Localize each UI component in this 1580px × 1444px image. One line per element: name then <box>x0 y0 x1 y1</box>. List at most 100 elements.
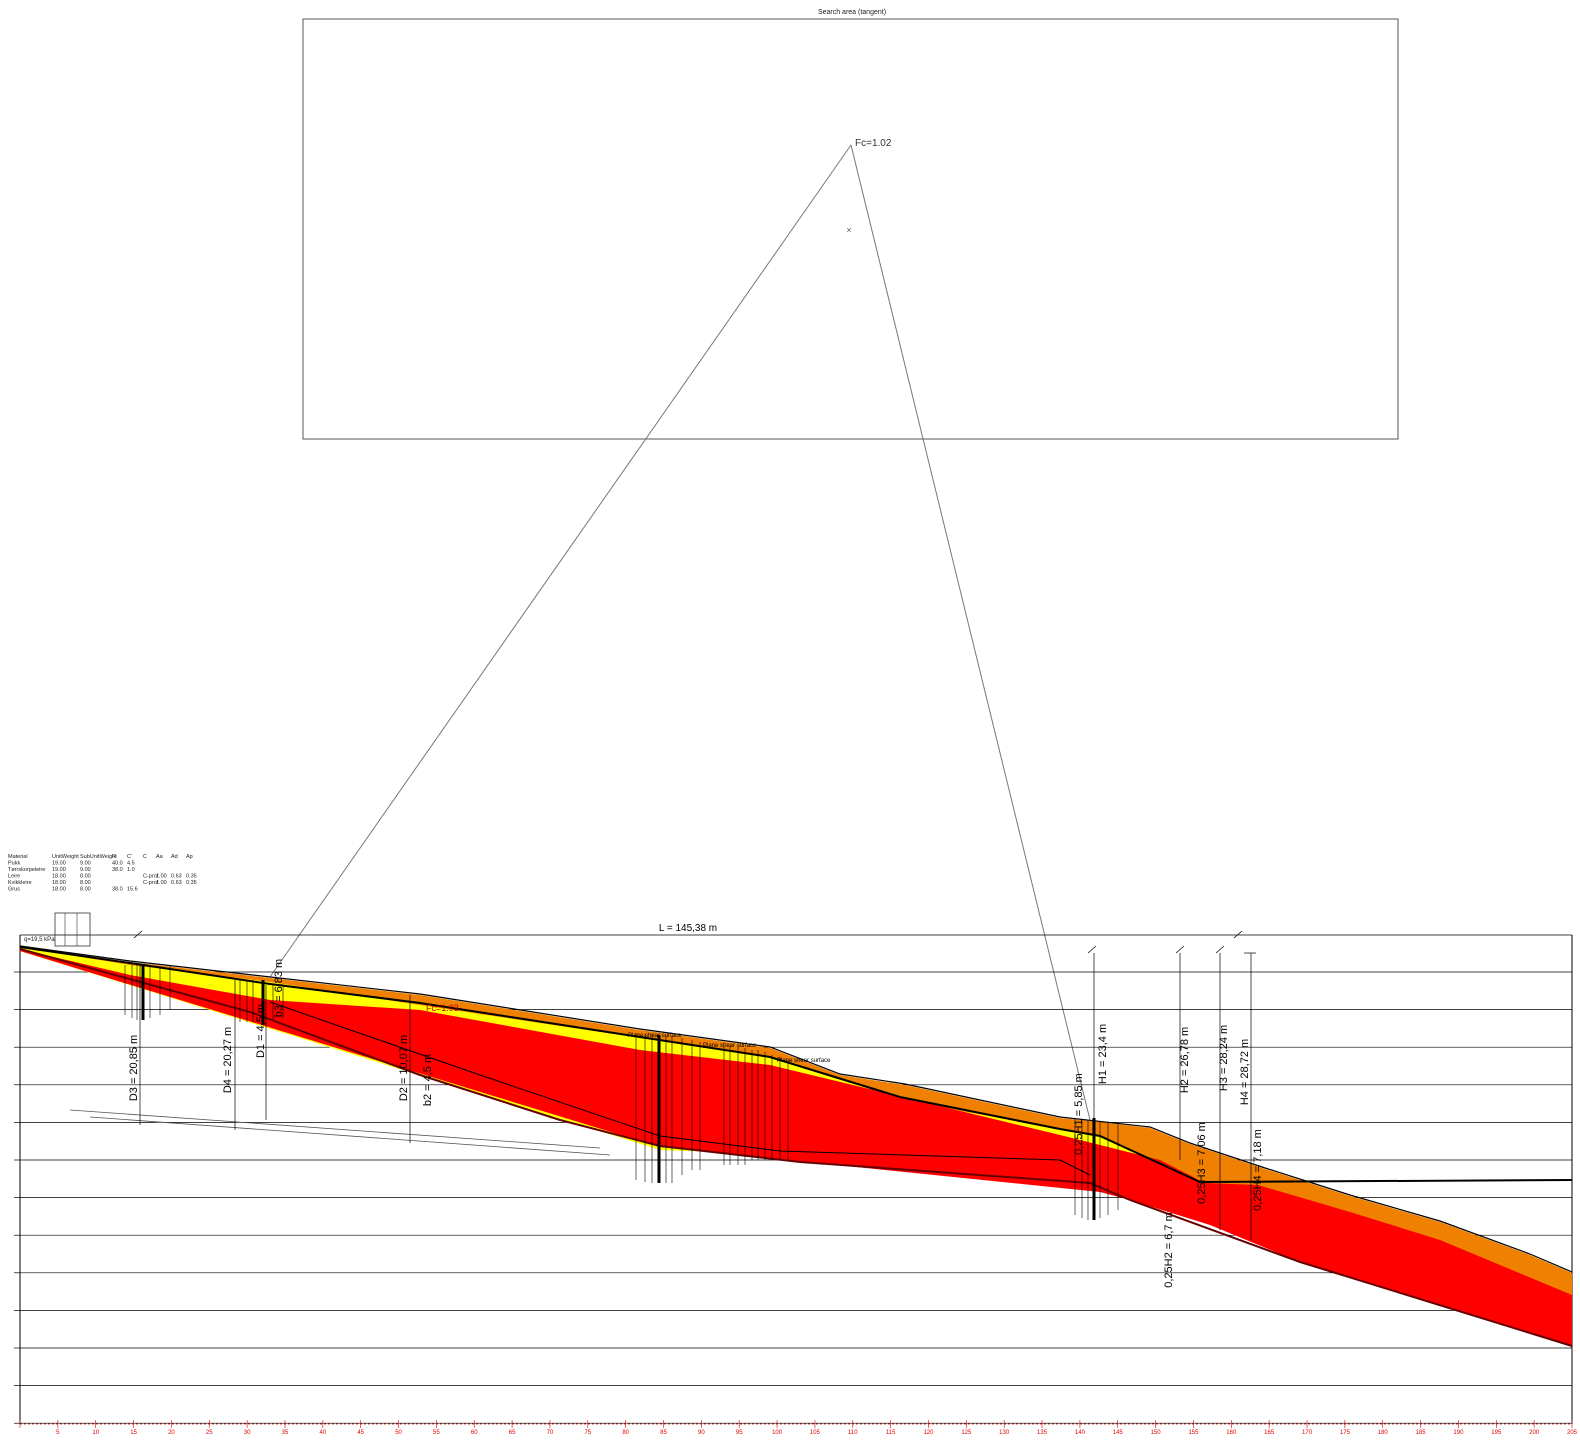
dim-h2: H2 = 26,78 m <box>1179 1027 1191 1093</box>
table-cell: 8.00 <box>80 874 91 880</box>
table-header: C' <box>127 854 132 860</box>
table-header: Material <box>8 854 28 860</box>
table-cell: Leire <box>8 874 20 880</box>
x-tick-label: 115 <box>886 1430 896 1436</box>
dim-h4: H4 = 28,72 m <box>1239 1039 1251 1105</box>
dimension-lines <box>139 945 1256 1240</box>
table-header: C <box>143 854 147 860</box>
x-tick-label: 155 <box>1188 1430 1199 1436</box>
search-area-title: Search area (tangent) <box>818 9 886 16</box>
dim-d1: D1 = 4,5 m <box>255 1004 267 1058</box>
table-cell: 18.00 <box>52 874 66 880</box>
load-label: q=19,5 kPa <box>24 937 55 943</box>
table-cell: 9.00 <box>80 861 91 867</box>
table-cell: 19.00 <box>52 861 66 867</box>
table-header: Fi <box>112 854 117 860</box>
table-cell: 0.35 <box>186 880 197 886</box>
x-tick-label: 20 <box>168 1430 175 1436</box>
plane-shear-label: Plane shear surface <box>777 1058 831 1064</box>
x-axis-ticks: 5 10 15 20 25 30 35 40 45 50 55 60 65 70 75 80 85 90 95 100… <box>19 1420 1578 1436</box>
table-header: SubUnitWeight <box>80 854 117 860</box>
inner-shear-line <box>269 1001 1091 1176</box>
table-cell: 0.35 <box>186 874 197 880</box>
plane-shear-label: Plane shear surface <box>628 1033 682 1039</box>
table-cell: C-prof <box>143 880 159 886</box>
radius-line-left <box>269 144 852 978</box>
x-tick-label: 65 <box>509 1430 516 1436</box>
x-tick-label: 80 <box>622 1430 629 1436</box>
x-tick-label: 45 <box>357 1430 364 1436</box>
x-tick-label: 10 <box>92 1430 99 1436</box>
x-tick-label: 40 <box>319 1430 326 1436</box>
table-cell: 9.00 <box>80 867 91 873</box>
table-cell: 8.00 <box>80 887 91 893</box>
shear-surface-line <box>19 946 1573 1184</box>
load-block <box>54 912 91 947</box>
x-tick-label: 195 <box>1491 1430 1502 1436</box>
dim-b3: b3 = 6,83 m <box>273 959 285 1017</box>
x-tick-label: 180 <box>1378 1430 1389 1436</box>
table-cell: Tørrskorpeleire <box>8 867 45 873</box>
dim-d4: D4 = 20,27 m <box>222 1027 234 1093</box>
dim-025h2: 0,25H2 = 6,7 m <box>1163 1212 1175 1288</box>
search-area-box <box>302 18 1399 440</box>
x-tick-label: 165 <box>1264 1430 1275 1436</box>
dim-025h1: 0,25H1 = 5,85 m <box>1073 1073 1085 1155</box>
table-cell: 4.5 <box>127 861 135 867</box>
x-tick-label: 130 <box>999 1430 1010 1436</box>
table-cell: Grus <box>8 887 20 893</box>
dim-025h4: 0,25H4 = 7,18 m <box>1252 1129 1264 1211</box>
table-cell: 40.0 <box>112 861 123 867</box>
borehole-columns <box>141 964 1096 1220</box>
x-tick-label: 200 <box>1529 1430 1540 1436</box>
table-cell: C-prof <box>143 874 159 880</box>
search-area-fc-label: Fc=1.02 <box>855 138 892 149</box>
table-cell: 19.00 <box>52 867 66 873</box>
table-cell: Pukk <box>8 861 20 867</box>
x-tick-label: 140 <box>1075 1430 1086 1436</box>
table-cell: 1.00 <box>156 880 167 886</box>
table-cell: 1.0 <box>127 867 135 873</box>
x-tick-label: 145 <box>1113 1430 1124 1436</box>
x-tick-label: 190 <box>1453 1430 1464 1436</box>
dim-b2: b2 = 4,5 m <box>422 1054 434 1106</box>
layer-kvikkleire <box>20 949 1572 1346</box>
x-tick-label: 5 <box>56 1430 60 1436</box>
x-tick-label: 60 <box>471 1430 478 1436</box>
table-cell: 15.6 <box>127 887 138 893</box>
table-cell: 38.0 <box>112 887 123 893</box>
table-cell: 18.00 <box>52 880 66 886</box>
x-tick-label: 170 <box>1302 1430 1313 1436</box>
x-tick-label: 50 <box>395 1430 402 1436</box>
x-tick-label: 135 <box>1037 1430 1048 1436</box>
table-cell: 0.63 <box>171 874 182 880</box>
water-line <box>69 1109 601 1149</box>
x-tick-label: 70 <box>547 1430 554 1436</box>
table-cell: Kvikkleire <box>8 880 32 886</box>
x-tick-label: 35 <box>282 1430 289 1436</box>
x-tick-label: 25 <box>206 1430 213 1436</box>
borehole-lines <box>124 965 1119 1220</box>
dim-h1: H1 = 23,4 m <box>1097 1024 1109 1084</box>
x-tick-label: 95 <box>736 1430 743 1436</box>
x-tick-label: 75 <box>584 1430 591 1436</box>
table-cell: 38.0 <box>112 867 123 873</box>
x-tick-label: 110 <box>848 1430 858 1436</box>
search-center-cross: × <box>846 225 851 235</box>
x-tick-label: 185 <box>1416 1430 1427 1436</box>
table-cell: 1.00 <box>156 874 167 880</box>
x-tick-label: 90 <box>698 1430 705 1436</box>
table-header: UnitWeight <box>52 854 79 860</box>
table-cell: 8.00 <box>80 880 91 886</box>
x-tick-label: 55 <box>433 1430 440 1436</box>
dim-025h3: 0,25H3 = 7,06 m <box>1196 1122 1208 1204</box>
x-tick-label: 175 <box>1340 1430 1351 1436</box>
table-header: Ad <box>171 854 178 860</box>
x-tick-label: 105 <box>810 1430 821 1436</box>
dim-d3: D3 = 20,85 m <box>128 1035 140 1101</box>
x-tick-label: 160 <box>1226 1430 1237 1436</box>
ground-surface-line <box>19 945 1573 1273</box>
length-label: L = 145,38 m <box>659 923 717 934</box>
